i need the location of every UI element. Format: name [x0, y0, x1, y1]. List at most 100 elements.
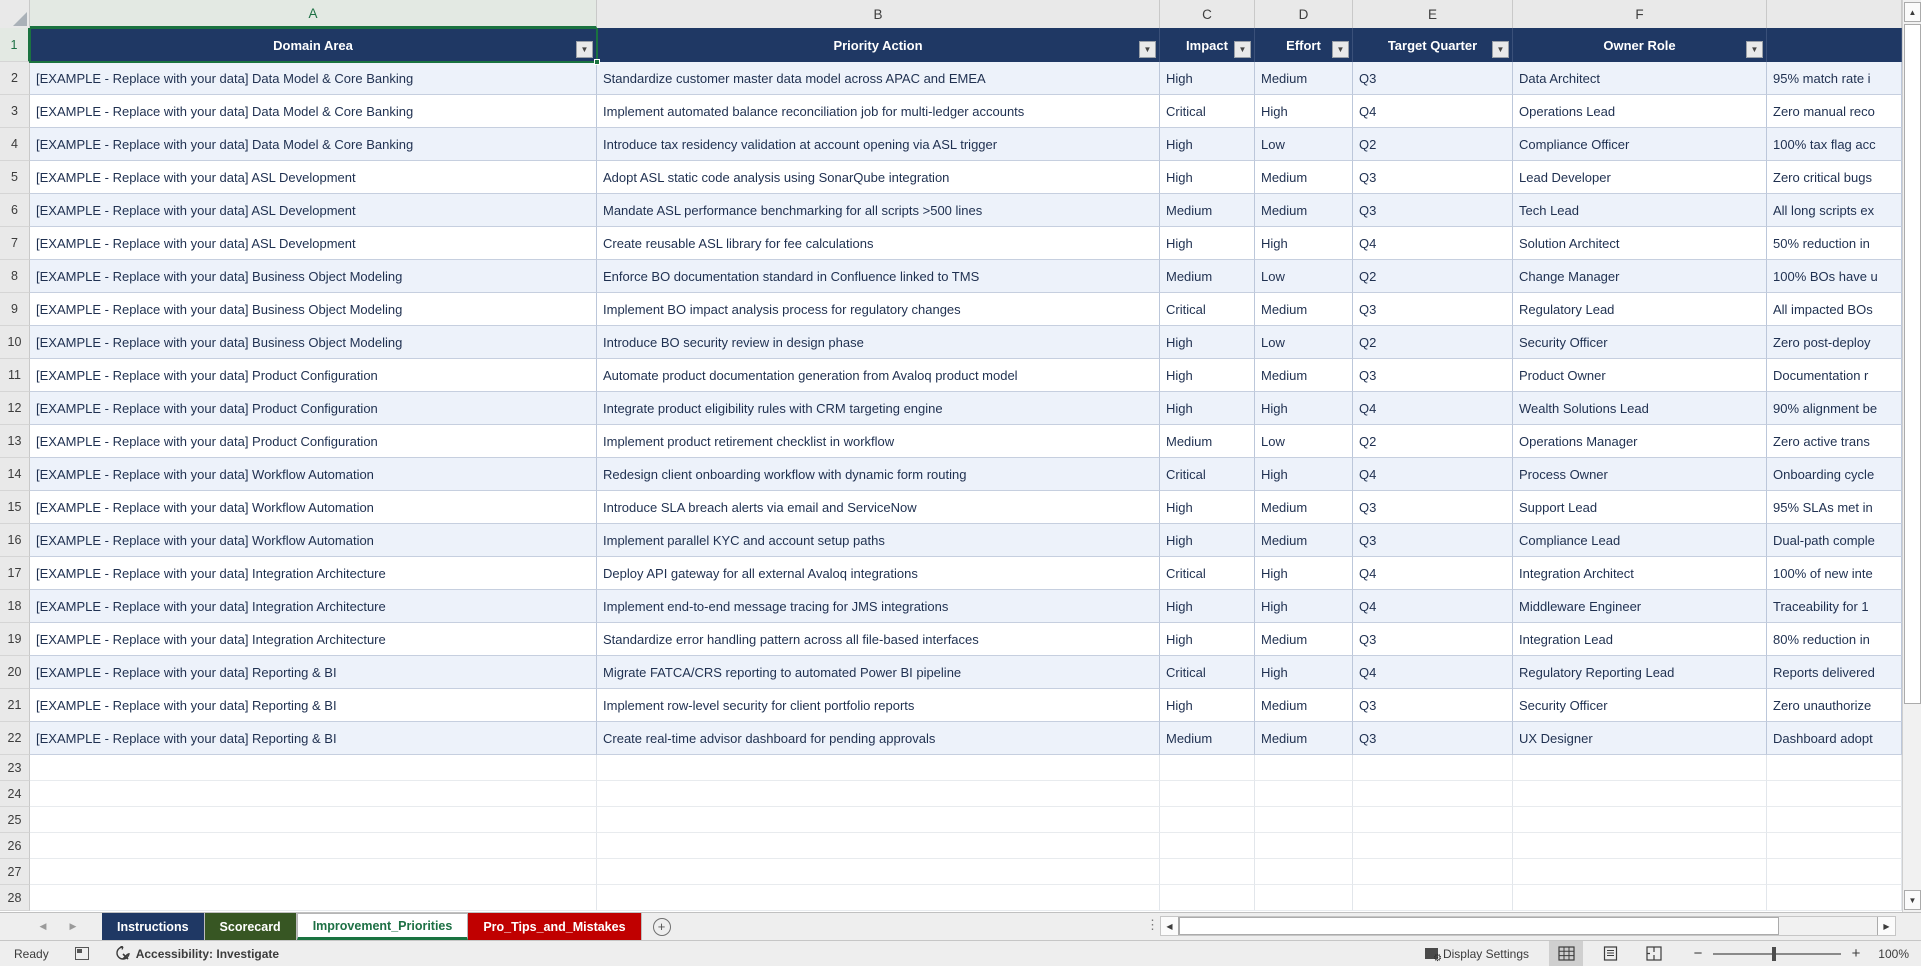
- cell-impact[interactable]: High: [1160, 359, 1255, 392]
- cell-metric[interactable]: Zero post-deploy: [1767, 326, 1902, 359]
- cell-owner[interactable]: Wealth Solutions Lead: [1513, 392, 1767, 425]
- cell-empty[interactable]: [1353, 781, 1513, 807]
- header-cell-effort[interactable]: Effort ▼: [1255, 28, 1353, 62]
- cell-empty[interactable]: [1513, 755, 1767, 781]
- cell-effort[interactable]: Medium: [1255, 293, 1353, 326]
- cell-domain[interactable]: [EXAMPLE - Replace with your data] ASL D…: [30, 161, 597, 194]
- row-number[interactable]: 26: [0, 833, 30, 859]
- cell-domain[interactable]: [EXAMPLE - Replace with your data] Busin…: [30, 260, 597, 293]
- accessibility-status[interactable]: Accessibility: Investigate: [115, 946, 279, 961]
- cell-metric[interactable]: All long scripts ex: [1767, 194, 1902, 227]
- header-cell-impact[interactable]: Impact ▼: [1160, 28, 1255, 62]
- cell-empty[interactable]: [1353, 885, 1513, 911]
- cell-empty[interactable]: [1255, 781, 1353, 807]
- cell-effort[interactable]: High: [1255, 557, 1353, 590]
- cell-impact[interactable]: High: [1160, 227, 1255, 260]
- cell-effort[interactable]: Low: [1255, 260, 1353, 293]
- cell-owner[interactable]: Lead Developer: [1513, 161, 1767, 194]
- cell-metric[interactable]: 100% BOs have u: [1767, 260, 1902, 293]
- row-number[interactable]: 2: [0, 62, 30, 95]
- cell-empty[interactable]: [1353, 859, 1513, 885]
- tab-scroll-divider[interactable]: ⋮: [1146, 917, 1159, 932]
- row-number[interactable]: 16: [0, 524, 30, 557]
- cell-domain[interactable]: [EXAMPLE - Replace with your data] Integ…: [30, 557, 597, 590]
- cell-action[interactable]: Mandate ASL performance benchmarking for…: [597, 194, 1160, 227]
- cell-impact[interactable]: Medium: [1160, 722, 1255, 755]
- cell-quarter[interactable]: Q3: [1353, 722, 1513, 755]
- cell-domain[interactable]: [EXAMPLE - Replace with your data] Produ…: [30, 359, 597, 392]
- zoom-slider-handle[interactable]: [1771, 946, 1776, 961]
- cell-impact[interactable]: High: [1160, 623, 1255, 656]
- filter-button[interactable]: ▼: [1332, 41, 1349, 58]
- cell-action[interactable]: Implement automated balance reconciliati…: [597, 95, 1160, 128]
- scroll-up-arrow-icon[interactable]: ▲: [1904, 2, 1921, 22]
- cell-empty[interactable]: [30, 755, 597, 781]
- cell-action[interactable]: Redesign client onboarding workflow with…: [597, 458, 1160, 491]
- cell-owner[interactable]: Integration Architect: [1513, 557, 1767, 590]
- cell-domain[interactable]: [EXAMPLE - Replace with your data] Workf…: [30, 524, 597, 557]
- macro-record-icon[interactable]: [74, 947, 89, 960]
- cell-action[interactable]: Implement BO impact analysis process for…: [597, 293, 1160, 326]
- cell-effort[interactable]: Medium: [1255, 359, 1353, 392]
- row-number[interactable]: 17: [0, 557, 30, 590]
- cell-quarter[interactable]: Q4: [1353, 656, 1513, 689]
- scroll-down-arrow-icon[interactable]: ▼: [1904, 890, 1921, 910]
- filter-button[interactable]: ▼: [1234, 41, 1251, 58]
- cell-metric[interactable]: All impacted BOs: [1767, 293, 1902, 326]
- cell-quarter[interactable]: Q2: [1353, 326, 1513, 359]
- cell-action[interactable]: Introduce SLA breach alerts via email an…: [597, 491, 1160, 524]
- cell-impact[interactable]: High: [1160, 161, 1255, 194]
- cell-effort[interactable]: Medium: [1255, 524, 1353, 557]
- cell-owner[interactable]: Regulatory Reporting Lead: [1513, 656, 1767, 689]
- vertical-scrollbar-thumb[interactable]: [1904, 24, 1921, 704]
- row-number[interactable]: 28: [0, 885, 30, 911]
- cell-empty[interactable]: [597, 781, 1160, 807]
- cell-effort[interactable]: Medium: [1255, 722, 1353, 755]
- cell-domain[interactable]: [EXAMPLE - Replace with your data] Repor…: [30, 656, 597, 689]
- cell-empty[interactable]: [1513, 781, 1767, 807]
- cell-impact[interactable]: High: [1160, 62, 1255, 95]
- cell-effort[interactable]: High: [1255, 458, 1353, 491]
- sheet-tab-pro_tips_and_mistakes[interactable]: Pro_Tips_and_Mistakes: [468, 913, 642, 940]
- cell-owner[interactable]: Solution Architect: [1513, 227, 1767, 260]
- sheet-tab-instructions[interactable]: Instructions: [102, 913, 205, 940]
- select-all-button[interactable]: [0, 0, 30, 28]
- row-number[interactable]: 15: [0, 491, 30, 524]
- cell-quarter[interactable]: Q3: [1353, 689, 1513, 722]
- cell-empty[interactable]: [30, 833, 597, 859]
- row-number[interactable]: 14: [0, 458, 30, 491]
- cell-domain[interactable]: [EXAMPLE - Replace with your data] Data …: [30, 128, 597, 161]
- cell-impact[interactable]: Medium: [1160, 260, 1255, 293]
- cell-domain[interactable]: [EXAMPLE - Replace with your data] Workf…: [30, 458, 597, 491]
- zoom-level[interactable]: 100%: [1878, 946, 1909, 961]
- new-sheet-button[interactable]: +: [642, 913, 682, 940]
- cell-owner[interactable]: Tech Lead: [1513, 194, 1767, 227]
- display-settings-button[interactable]: Display Settings: [1424, 947, 1539, 964]
- cell-effort[interactable]: Medium: [1255, 623, 1353, 656]
- row-number[interactable]: 5: [0, 161, 30, 194]
- horizontal-scrollbar[interactable]: ◀ ▶: [1160, 916, 1896, 936]
- cell-owner[interactable]: Product Owner: [1513, 359, 1767, 392]
- cell-metric[interactable]: Documentation r: [1767, 359, 1902, 392]
- cell-empty[interactable]: [1767, 781, 1902, 807]
- column-letter-D[interactable]: D: [1255, 0, 1353, 28]
- row-number[interactable]: 27: [0, 859, 30, 885]
- cell-empty[interactable]: [1353, 833, 1513, 859]
- cell-quarter[interactable]: Q2: [1353, 260, 1513, 293]
- cell-quarter[interactable]: Q3: [1353, 194, 1513, 227]
- cell-impact[interactable]: Critical: [1160, 293, 1255, 326]
- cell-metric[interactable]: Zero manual reco: [1767, 95, 1902, 128]
- cell-quarter[interactable]: Q3: [1353, 359, 1513, 392]
- cell-impact[interactable]: Medium: [1160, 425, 1255, 458]
- row-number[interactable]: 20: [0, 656, 30, 689]
- cell-empty[interactable]: [1767, 859, 1902, 885]
- cell-domain[interactable]: [EXAMPLE - Replace with your data] Repor…: [30, 722, 597, 755]
- cell-metric[interactable]: Zero active trans: [1767, 425, 1902, 458]
- cell-empty[interactable]: [1767, 807, 1902, 833]
- cell-empty[interactable]: [30, 807, 597, 833]
- cell-empty[interactable]: [1160, 781, 1255, 807]
- row-number[interactable]: 13: [0, 425, 30, 458]
- column-letter-E[interactable]: E: [1353, 0, 1513, 28]
- cell-empty[interactable]: [597, 833, 1160, 859]
- cell-quarter[interactable]: Q4: [1353, 227, 1513, 260]
